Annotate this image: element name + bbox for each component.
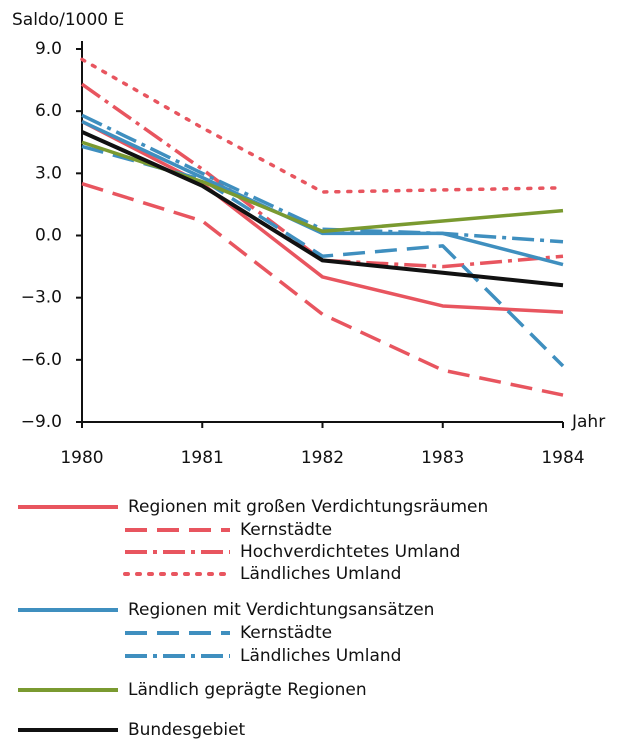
series-line bbox=[81, 113, 564, 244]
series-line bbox=[81, 119, 564, 267]
x-tick-label: 1984 bbox=[541, 448, 584, 468]
series-line bbox=[81, 182, 564, 397]
y-tick-label: 6.0 bbox=[35, 101, 62, 121]
legend-label: Kernstädte bbox=[240, 520, 332, 540]
x-tick-label: 1982 bbox=[301, 448, 344, 468]
series-line bbox=[80, 82, 564, 269]
legend-label: Ländliches Umland bbox=[240, 646, 401, 666]
x-tick-label: 1981 bbox=[181, 448, 224, 468]
x-axis-label: Jahr bbox=[571, 412, 605, 432]
legend-label: Regionen mit großen Verdichtungsräumen bbox=[128, 497, 488, 517]
y-tick-label: −3.0 bbox=[21, 288, 62, 308]
series-line bbox=[81, 119, 564, 314]
x-tick-label: 1980 bbox=[60, 448, 103, 468]
x-tick-label: 1983 bbox=[421, 448, 464, 468]
legend-label: Hochverdichtetes Umland bbox=[240, 542, 460, 562]
y-tick-label: 3.0 bbox=[35, 163, 62, 183]
series-line bbox=[81, 144, 565, 368]
legend-label: Regionen mit Verdichtungsansätzen bbox=[128, 600, 434, 620]
legend-label: Bundesgebiet bbox=[128, 720, 246, 740]
legend-label: Ländlich geprägte Regionen bbox=[128, 680, 367, 700]
series-line bbox=[80, 57, 565, 194]
y-tick-label: −6.0 bbox=[21, 350, 62, 370]
legend-label: Ländliches Umland bbox=[240, 564, 401, 584]
y-tick-label: −9.0 bbox=[21, 412, 62, 432]
series-line bbox=[81, 130, 564, 288]
y-tick-label: 9.0 bbox=[35, 39, 62, 59]
legend-label: Kernstädte bbox=[240, 623, 332, 643]
y-tick-label: 0.0 bbox=[35, 226, 62, 246]
y-axis-label: Saldo/1000 E bbox=[12, 10, 124, 30]
